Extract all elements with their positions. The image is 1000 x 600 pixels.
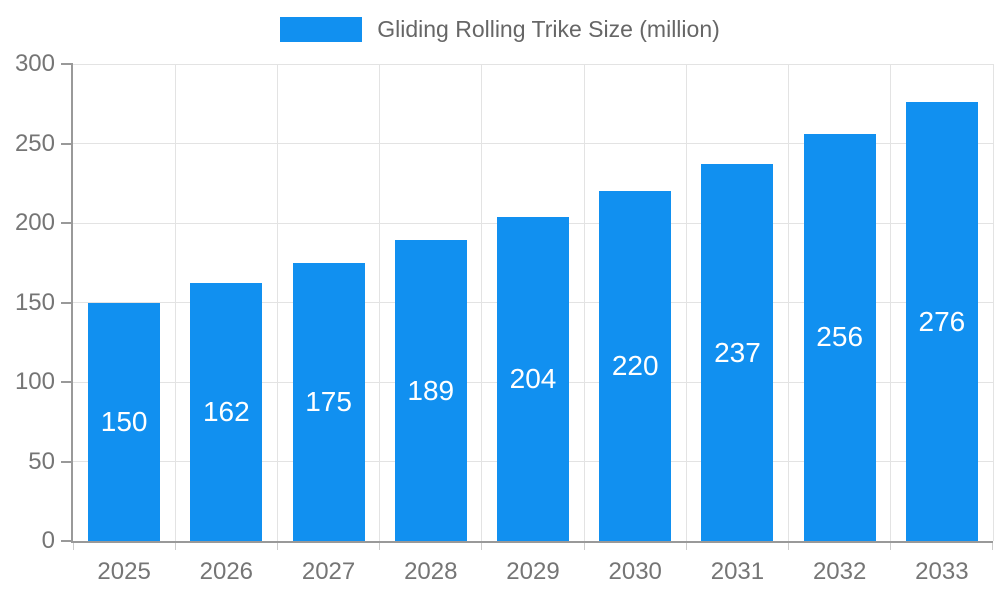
bar[interactable]: 276: [905, 102, 978, 541]
x-axis-line: [71, 541, 993, 543]
x-tick-label: 2026: [199, 558, 254, 585]
y-tick-mark: [61, 63, 73, 65]
y-tick-mark: [61, 540, 73, 542]
x-gridline: [685, 64, 687, 541]
bar-value-label: 204: [509, 362, 557, 394]
x-tick-mark: [72, 541, 74, 550]
bar[interactable]: 150: [88, 302, 161, 541]
bar[interactable]: 256: [803, 133, 876, 541]
bar-value-label: 175: [305, 385, 352, 417]
y-tick-label: 250: [14, 129, 55, 157]
bar[interactable]: 204: [497, 216, 569, 541]
y-gridline: [73, 143, 993, 144]
y-axis-line: [71, 64, 73, 543]
y-tick-label: 100: [14, 368, 55, 395]
x-tick-mark: [276, 541, 278, 550]
bar-value-label: 276: [918, 305, 966, 337]
bar[interactable]: 237: [701, 164, 774, 541]
bar-value-label: 220: [611, 350, 659, 382]
y-tick-mark: [61, 222, 73, 224]
x-tick-label: 2031: [710, 558, 765, 585]
bar[interactable]: 162: [190, 283, 263, 541]
x-tick-mark: [481, 541, 483, 550]
x-gridline: [583, 64, 585, 541]
legend-label: Gliding Rolling Trike Size (million): [377, 16, 720, 42]
x-tick-mark: [890, 541, 892, 550]
bar[interactable]: 189: [394, 240, 467, 541]
legend-item[interactable]: Gliding Rolling Trike Size (million): [0, 17, 1000, 42]
legend-swatch-icon: [280, 17, 363, 42]
x-tick-label: 2032: [812, 558, 867, 585]
x-gridline: [379, 64, 381, 541]
y-tick-mark: [61, 301, 73, 304]
x-tick-mark: [991, 541, 993, 550]
x-tick-label: 2030: [608, 558, 662, 585]
x-gridline: [788, 64, 790, 541]
y-tick-mark: [61, 381, 73, 383]
x-tick-label: 2025: [97, 558, 151, 585]
bar-value-label: 189: [407, 374, 455, 406]
x-tick-label: 2033: [915, 558, 969, 585]
x-tick-mark: [583, 541, 585, 550]
x-tick-mark: [685, 541, 687, 550]
x-tick-label: 2027: [301, 558, 356, 585]
bar-value-label: 150: [100, 405, 148, 437]
x-gridline: [276, 64, 278, 541]
x-tick-mark: [174, 541, 176, 550]
y-tick-mark: [61, 460, 73, 463]
bar[interactable]: 175: [292, 262, 365, 541]
x-gridline: [890, 64, 892, 541]
y-tick-label: 300: [14, 50, 55, 77]
y-tick-mark: [61, 142, 73, 145]
y-tick-label: 0: [41, 527, 55, 554]
y-tick-label: 150: [14, 288, 55, 316]
y-gridline: [73, 63, 993, 65]
x-tick-mark: [788, 541, 790, 550]
bar-value-label: 256: [816, 321, 864, 353]
bar-value-label: 237: [714, 336, 761, 368]
x-gridline: [481, 64, 483, 541]
bar-value-label: 162: [202, 396, 250, 428]
x-tick-label: 2028: [404, 558, 458, 585]
y-tick-label: 50: [28, 447, 55, 475]
x-gridline: [174, 64, 176, 541]
x-tick-mark: [379, 541, 381, 550]
x-tick-label: 2029: [506, 558, 560, 585]
bar[interactable]: 220: [599, 191, 672, 541]
y-tick-label: 200: [14, 209, 55, 236]
plot-area: 0 50 100 150 200 250 300 150 162 175 189 204 220 237 2…: [15, 52, 994, 584]
x-gridline: [992, 64, 994, 541]
